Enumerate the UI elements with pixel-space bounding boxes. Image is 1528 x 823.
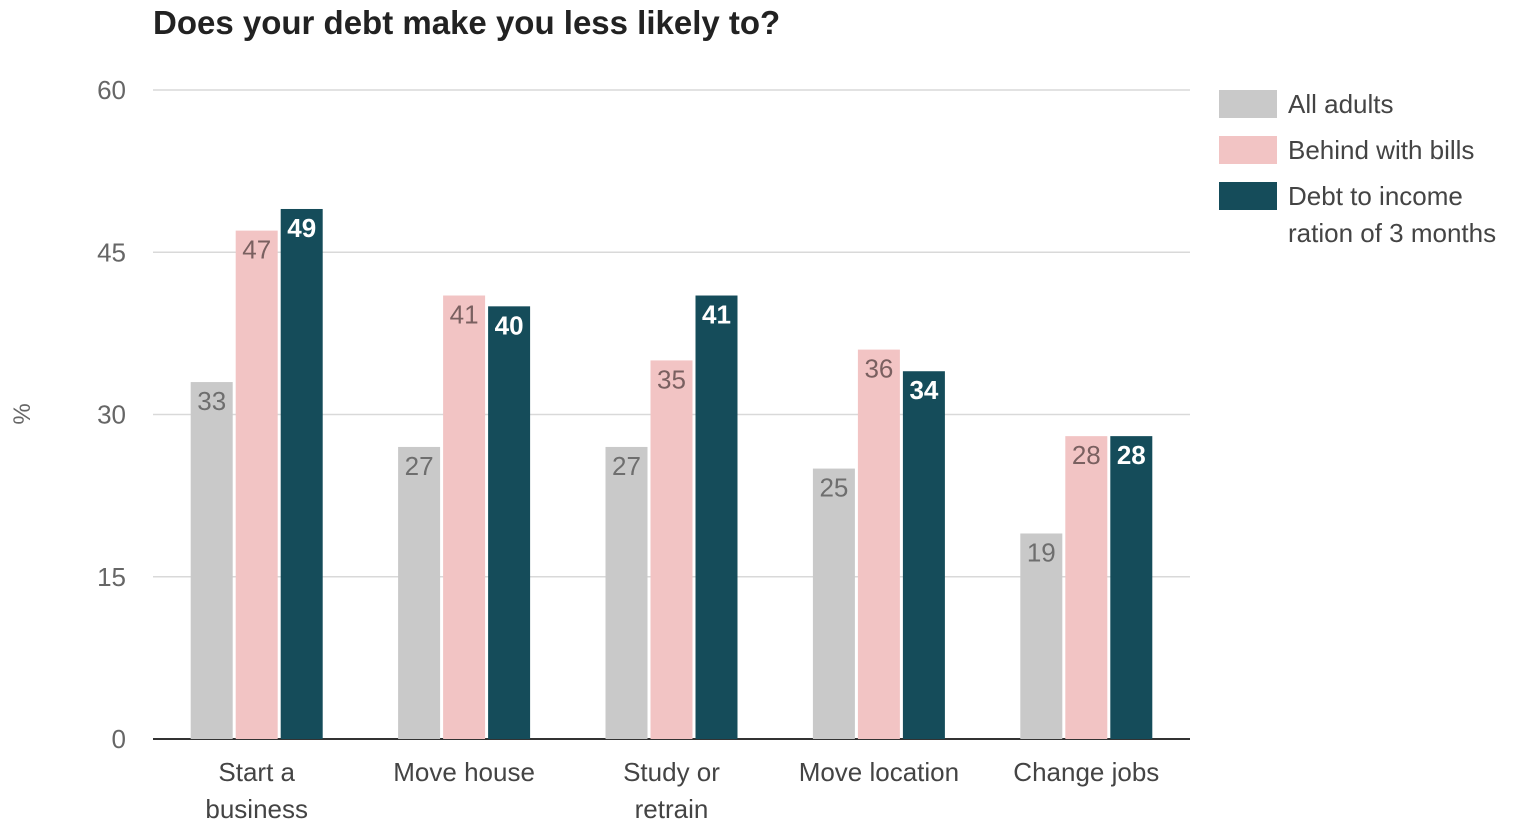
x-tick-label: Move location [799,757,959,787]
legend-swatch[interactable] [1219,90,1277,118]
y-tick-label: 45 [97,237,126,267]
bar [857,349,900,739]
data-label: 34 [909,375,938,405]
y-tick-label: 60 [97,75,126,105]
data-label: 47 [242,235,271,265]
x-tick-label: Change jobs [1013,757,1159,787]
x-tick-label: Study or retrain [623,757,720,823]
bar [605,446,648,739]
x-axis: Start a business Move house Study or retrain… [205,757,1159,823]
legend-label[interactable]: All adults [1288,89,1394,119]
data-label: 33 [197,386,226,416]
data-label: 25 [819,473,848,503]
data-label: 41 [450,300,479,330]
data-label: 35 [657,364,686,394]
data-label: 49 [287,213,316,243]
legend-label[interactable]: Behind with bills [1288,135,1474,165]
bar [695,295,738,739]
legend[interactable]: All adults Behind with bills Debt to incom… [1219,89,1496,248]
bar [190,382,233,739]
legend-swatch[interactable] [1219,136,1277,164]
y-axis-label: % [9,403,36,424]
bar [650,360,693,739]
bar [1065,436,1108,739]
bar [235,230,278,739]
bar [443,295,486,739]
y-tick-label: 30 [97,400,126,430]
bar [280,208,323,739]
x-tick-label: Move house [393,757,535,787]
data-label: 41 [702,300,731,330]
data-label: 36 [864,354,893,384]
legend-swatch[interactable] [1219,182,1277,210]
data-labels: 33 47 49 27 41 40 27 35 41 25 36 34 19 28 28 [197,213,1146,568]
data-label: 28 [1072,440,1101,470]
bars [190,208,1153,739]
data-label: 27 [612,451,641,481]
data-label: 19 [1027,537,1056,567]
data-label: 40 [495,310,524,340]
y-tick-label: 0 [112,724,126,754]
chart-title: Does your debt make you less likely to? [153,4,781,41]
data-label: 27 [405,451,434,481]
bar [1110,436,1153,739]
data-label: 28 [1117,440,1146,470]
bar [398,446,441,739]
x-tick-label: Start a business [205,757,308,823]
bar [1020,533,1063,739]
y-tick-label: 15 [97,562,126,592]
bar [902,371,945,739]
legend-label[interactable]: Debt to income ration of 3 months [1288,181,1496,248]
bar [812,468,855,739]
bar [488,306,531,739]
